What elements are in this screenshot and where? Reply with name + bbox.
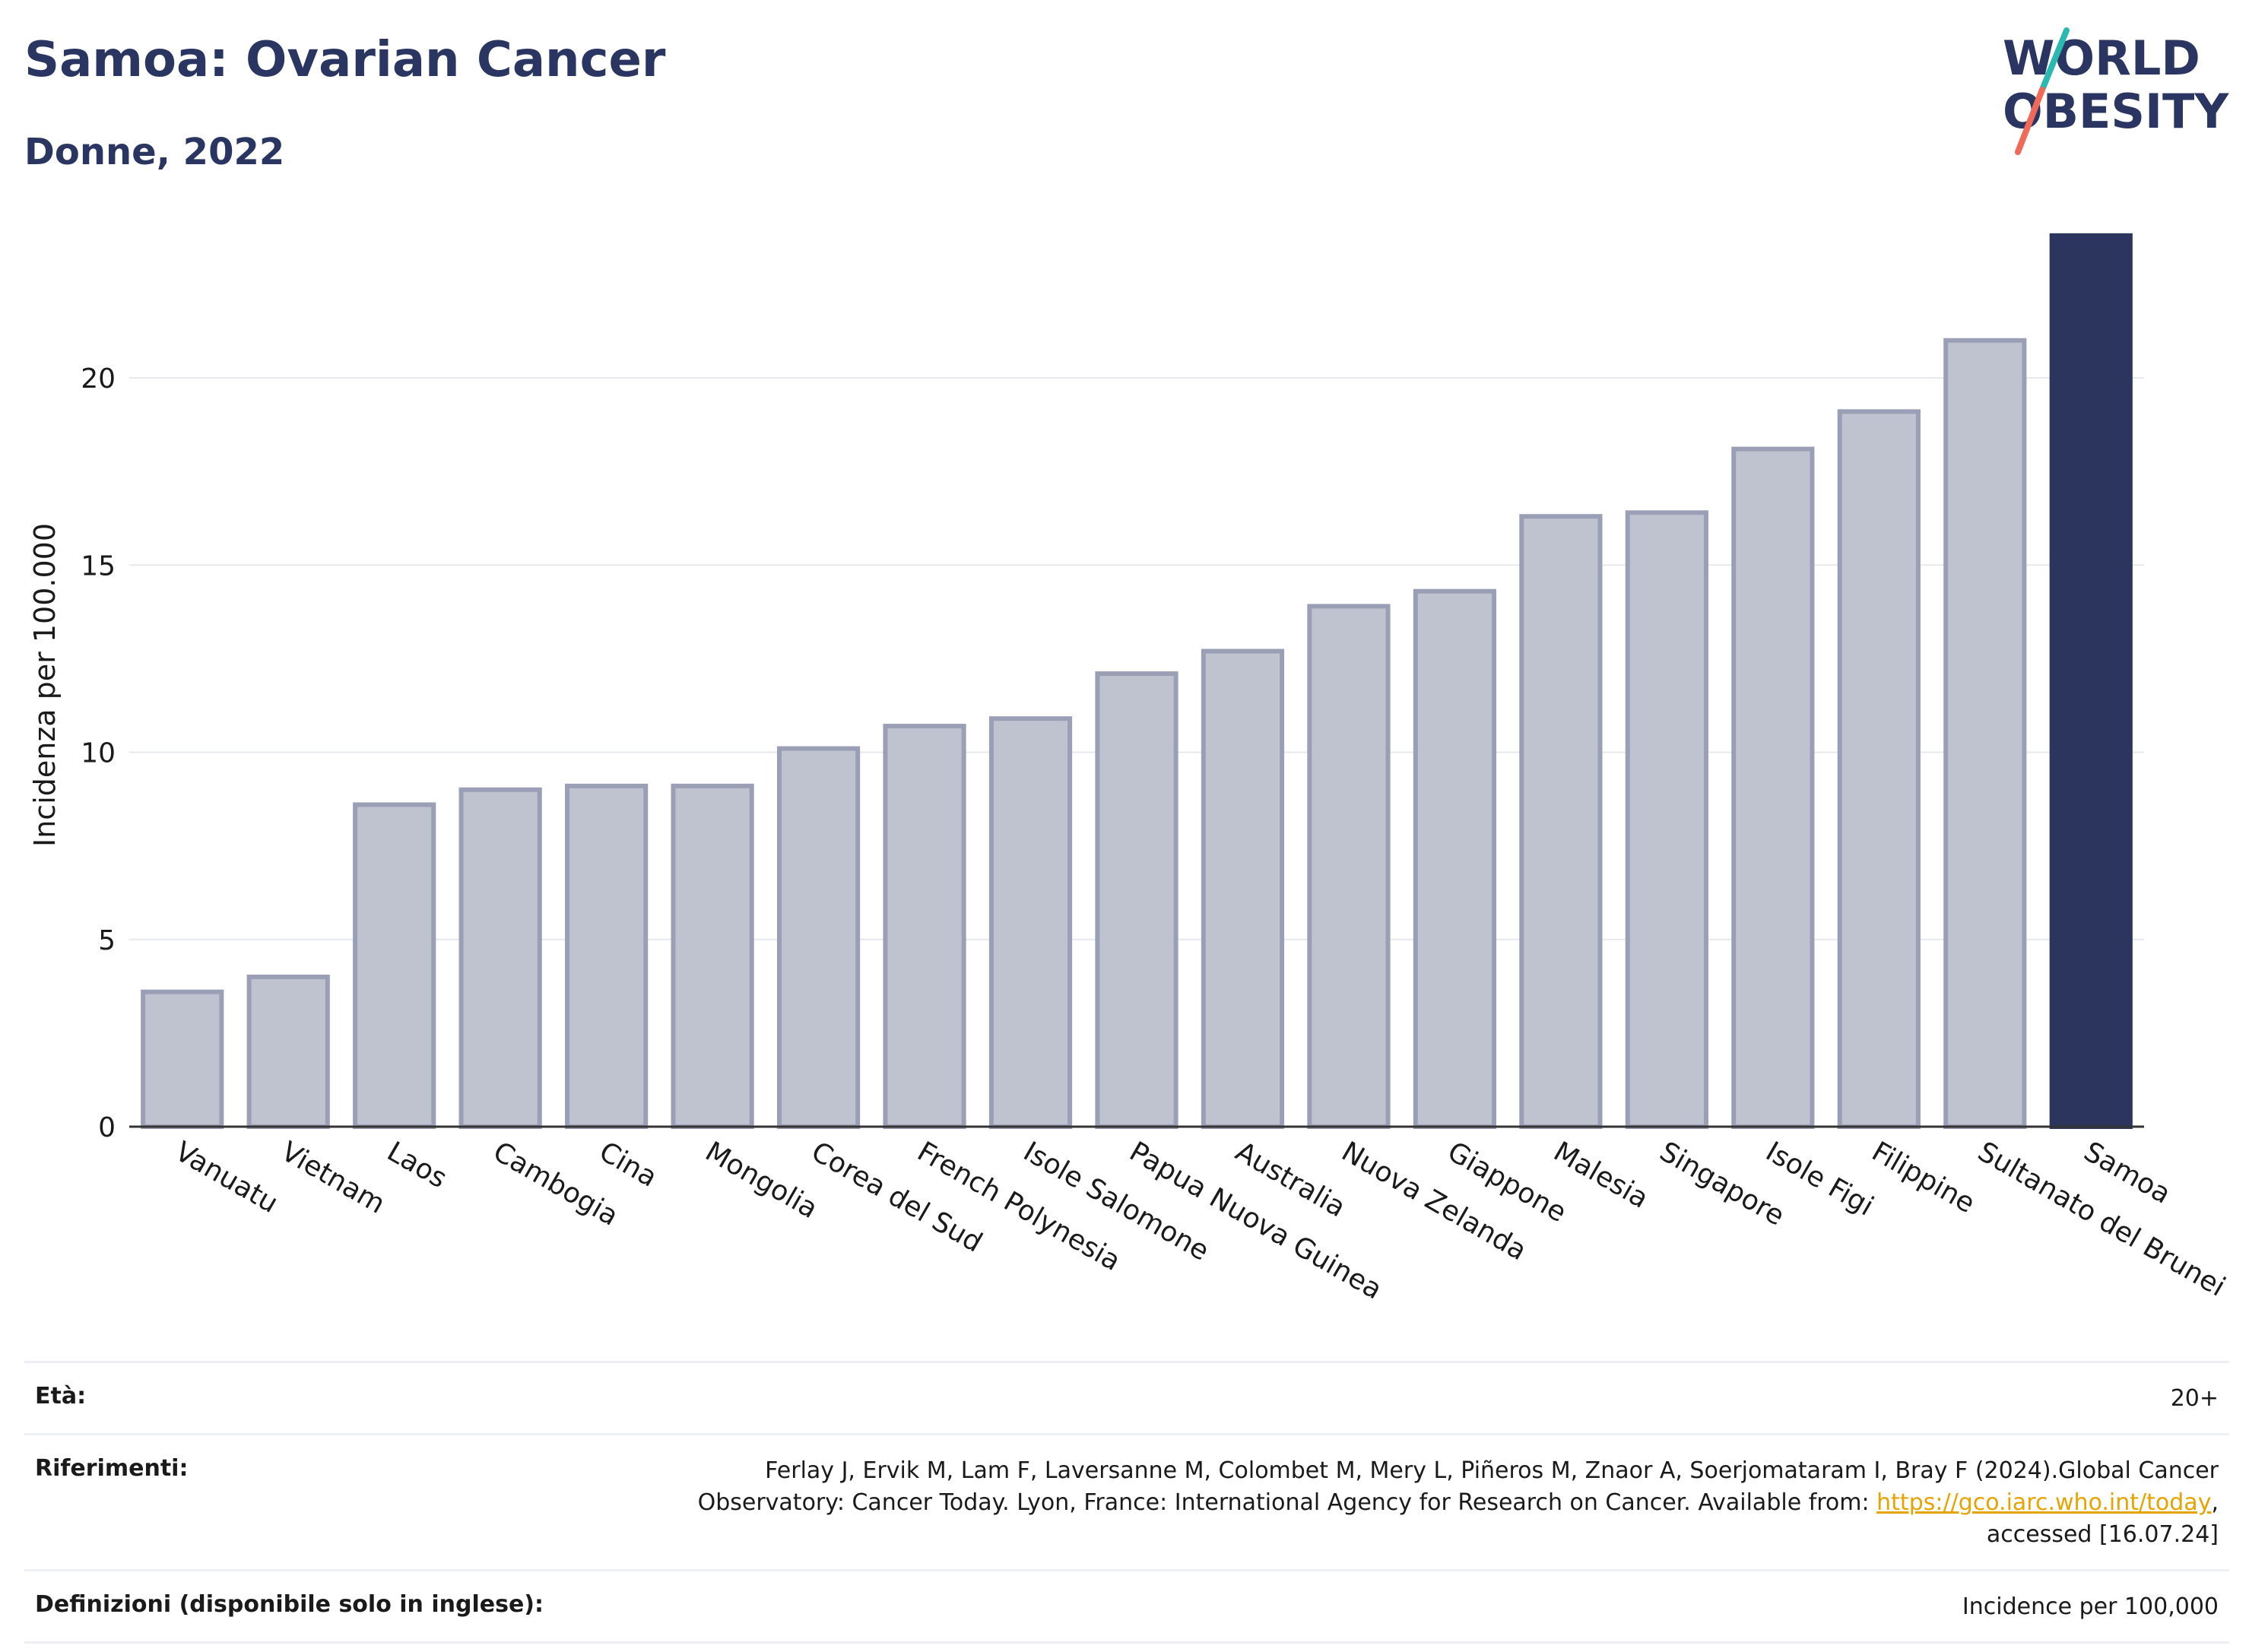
meta-defs-label: Definizioni (disponibile solo in inglese… [35, 1591, 544, 1618]
bar-filippine [1837, 409, 1921, 1129]
chart-title: Samoa: Ovarian Cancer [24, 32, 666, 88]
logo-slash-teal [2039, 27, 2070, 93]
bar-mongolia [671, 783, 754, 1129]
meta-refs-text: Ferlay J, Ervik M, Lam F, Laversanne M, … [697, 1457, 2219, 1516]
meta-row-references: Riferimenti: Ferlay J, Ervik M, Lam F, L… [24, 1433, 2229, 1569]
bar-singapore [1625, 510, 1708, 1129]
y-tick-labels: 0 5 10 15 20 [81, 363, 116, 1143]
x-tick-label: Nuova Zelanda [1336, 1136, 1531, 1267]
x-tick-label: Vietnam [276, 1136, 390, 1220]
bar-vanuatu [141, 989, 224, 1129]
meta-age-label: Età: [35, 1383, 87, 1409]
x-tick-label: Cina [594, 1136, 662, 1194]
bar-french-polynesia [883, 724, 966, 1129]
bar-isole-figi [1731, 446, 1815, 1129]
y-tick-label: 10 [81, 738, 116, 769]
x-tick-label: Mongolia [700, 1136, 823, 1225]
bar-australia [1201, 648, 1285, 1129]
world-obesity-logo: WORLD OBESITY [2003, 27, 2229, 155]
y-axis-label: Incidenza per 100.000 [28, 523, 62, 847]
meta-refs-accessed: , accessed [16.07.24] [1986, 1489, 2219, 1548]
bar-isole-salomone [988, 716, 1073, 1129]
bar-corea-del-sud [776, 746, 861, 1129]
logo-slash-coral [2015, 87, 2045, 155]
bar-sultanato-del-brunei [1943, 338, 2027, 1129]
meta-refs-label: Riferimenti: [35, 1455, 189, 1482]
meta-age-value: 20+ [2170, 1385, 2219, 1412]
bar-malesia [1519, 514, 1603, 1129]
meta-defs-value: Incidence per 100,000 [1962, 1593, 2219, 1620]
logo-text-world: WORLD [2003, 30, 2200, 86]
meta-row-age: Età: 20+ [24, 1361, 2229, 1433]
x-tick-label: Vanuatu [170, 1136, 283, 1219]
metadata-table: Età: 20+ Riferimenti: Ferlay J, Ervik M,… [24, 1361, 2229, 1644]
bar-cina [565, 783, 649, 1129]
y-tick-label: 5 [98, 925, 116, 956]
bar-papua-nuova-guinea [1095, 671, 1178, 1129]
bar-nuova-zelanda [1307, 604, 1391, 1129]
bar-samoa [2049, 233, 2133, 1130]
x-tick-label: Filippine [1867, 1136, 1980, 1219]
bar-giappone [1413, 588, 1497, 1129]
bar-vietnam [246, 975, 330, 1129]
y-tick-label: 20 [81, 363, 116, 395]
bar-laos [353, 802, 436, 1129]
meta-refs-value: Ferlay J, Ervik M, Lam F, Laversanne M, … [622, 1455, 2219, 1551]
meta-refs-link[interactable]: https://gco.iarc.who.int/today [1876, 1489, 2212, 1516]
y-tick-label: 0 [98, 1112, 116, 1143]
meta-row-definitions: Definizioni (disponibile solo in inglese… [24, 1569, 2229, 1644]
bar-cambogia [458, 787, 542, 1129]
y-tick-label: 15 [81, 550, 116, 582]
x-tick-label: Laos [382, 1136, 452, 1194]
bars [141, 233, 2133, 1130]
chart-subtitle: Donne, 2022 [24, 131, 285, 173]
